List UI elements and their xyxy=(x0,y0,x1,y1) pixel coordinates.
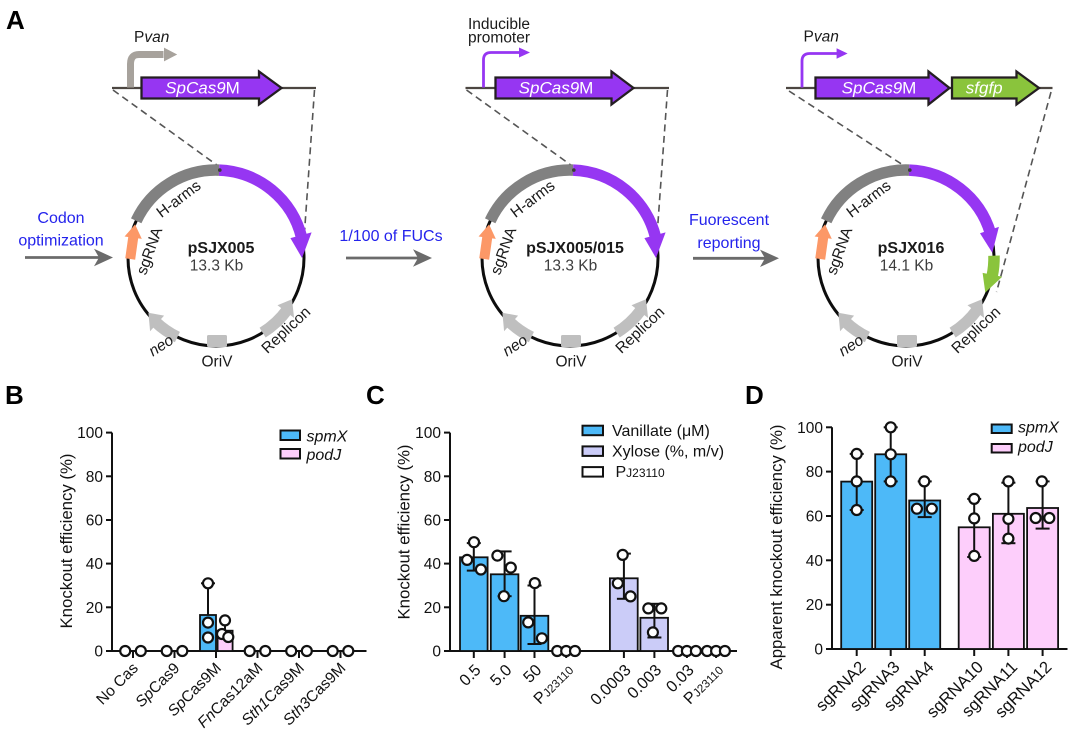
svg-text:100: 100 xyxy=(77,425,103,442)
svg-text:40: 40 xyxy=(806,553,824,570)
svg-text:B: B xyxy=(5,380,24,410)
svg-text:podJ: podJ xyxy=(306,447,343,464)
svg-text:80: 80 xyxy=(86,469,104,486)
svg-text:pSJX016: pSJX016 xyxy=(878,240,945,257)
svg-text:60: 60 xyxy=(86,513,104,530)
svg-text:SpCas9M: SpCas9M xyxy=(842,79,917,98)
svg-text:0: 0 xyxy=(94,644,103,661)
svg-text:20: 20 xyxy=(86,600,104,617)
svg-text:pSJX005/015: pSJX005/015 xyxy=(526,240,624,257)
svg-text:40: 40 xyxy=(424,556,442,573)
svg-text:spmX: spmX xyxy=(307,429,349,446)
svg-text:podJ: podJ xyxy=(1017,439,1054,456)
svg-text:spmX: spmX xyxy=(1018,420,1060,437)
svg-text:pSJX005: pSJX005 xyxy=(188,240,255,257)
svg-text:100: 100 xyxy=(415,425,441,442)
svg-text:Codon: Codon xyxy=(37,210,84,227)
svg-text:D: D xyxy=(745,380,764,410)
svg-text:60: 60 xyxy=(424,513,442,530)
svg-text:Xylose (%, m/v): Xylose (%, m/v) xyxy=(612,444,724,461)
svg-text:Vanillate (μM): Vanillate (μM) xyxy=(612,423,710,440)
svg-text:promoter: promoter xyxy=(468,30,530,47)
svg-text:A: A xyxy=(6,5,25,35)
svg-text:Apparent knockout efficiency (: Apparent knockout efficiency (%) xyxy=(767,424,786,669)
svg-text:Pvan: Pvan xyxy=(804,29,839,46)
svg-text:40: 40 xyxy=(86,556,104,573)
svg-text:0: 0 xyxy=(814,642,823,659)
svg-text:100: 100 xyxy=(797,420,823,437)
svg-text:OriV: OriV xyxy=(892,354,924,371)
svg-text:0: 0 xyxy=(432,644,441,661)
svg-text:14.1 Kb: 14.1 Kb xyxy=(880,258,933,275)
svg-text:20: 20 xyxy=(806,597,824,614)
svg-text:Knockout efficiency (%): Knockout efficiency (%) xyxy=(395,444,414,619)
svg-text:C: C xyxy=(366,380,385,410)
svg-text:optimization: optimization xyxy=(18,233,103,250)
svg-text:SpCas9M: SpCas9M xyxy=(165,79,240,98)
svg-text:reporting: reporting xyxy=(697,235,760,252)
svg-text:60: 60 xyxy=(806,509,824,526)
svg-text:OriV: OriV xyxy=(202,354,234,371)
svg-text:1/100 of FUCs: 1/100 of FUCs xyxy=(339,228,442,245)
svg-text:Knockout efficiency (%): Knockout efficiency (%) xyxy=(57,453,76,628)
svg-text:20: 20 xyxy=(424,600,442,617)
svg-text:Pvan: Pvan xyxy=(134,29,169,46)
svg-text:80: 80 xyxy=(806,464,824,481)
svg-text:80: 80 xyxy=(424,469,442,486)
svg-text:13.3 Kb: 13.3 Kb xyxy=(544,258,597,275)
svg-text:13.3 Kb: 13.3 Kb xyxy=(190,258,243,275)
svg-text:SpCas9M: SpCas9M xyxy=(519,79,594,98)
svg-text:sfgfp: sfgfp xyxy=(966,79,1003,98)
svg-text:Fuorescent: Fuorescent xyxy=(689,212,770,229)
svg-text:Inducible: Inducible xyxy=(468,16,530,33)
svg-text:PJ23110: PJ23110 xyxy=(616,464,665,481)
svg-text:OriV: OriV xyxy=(556,354,588,371)
